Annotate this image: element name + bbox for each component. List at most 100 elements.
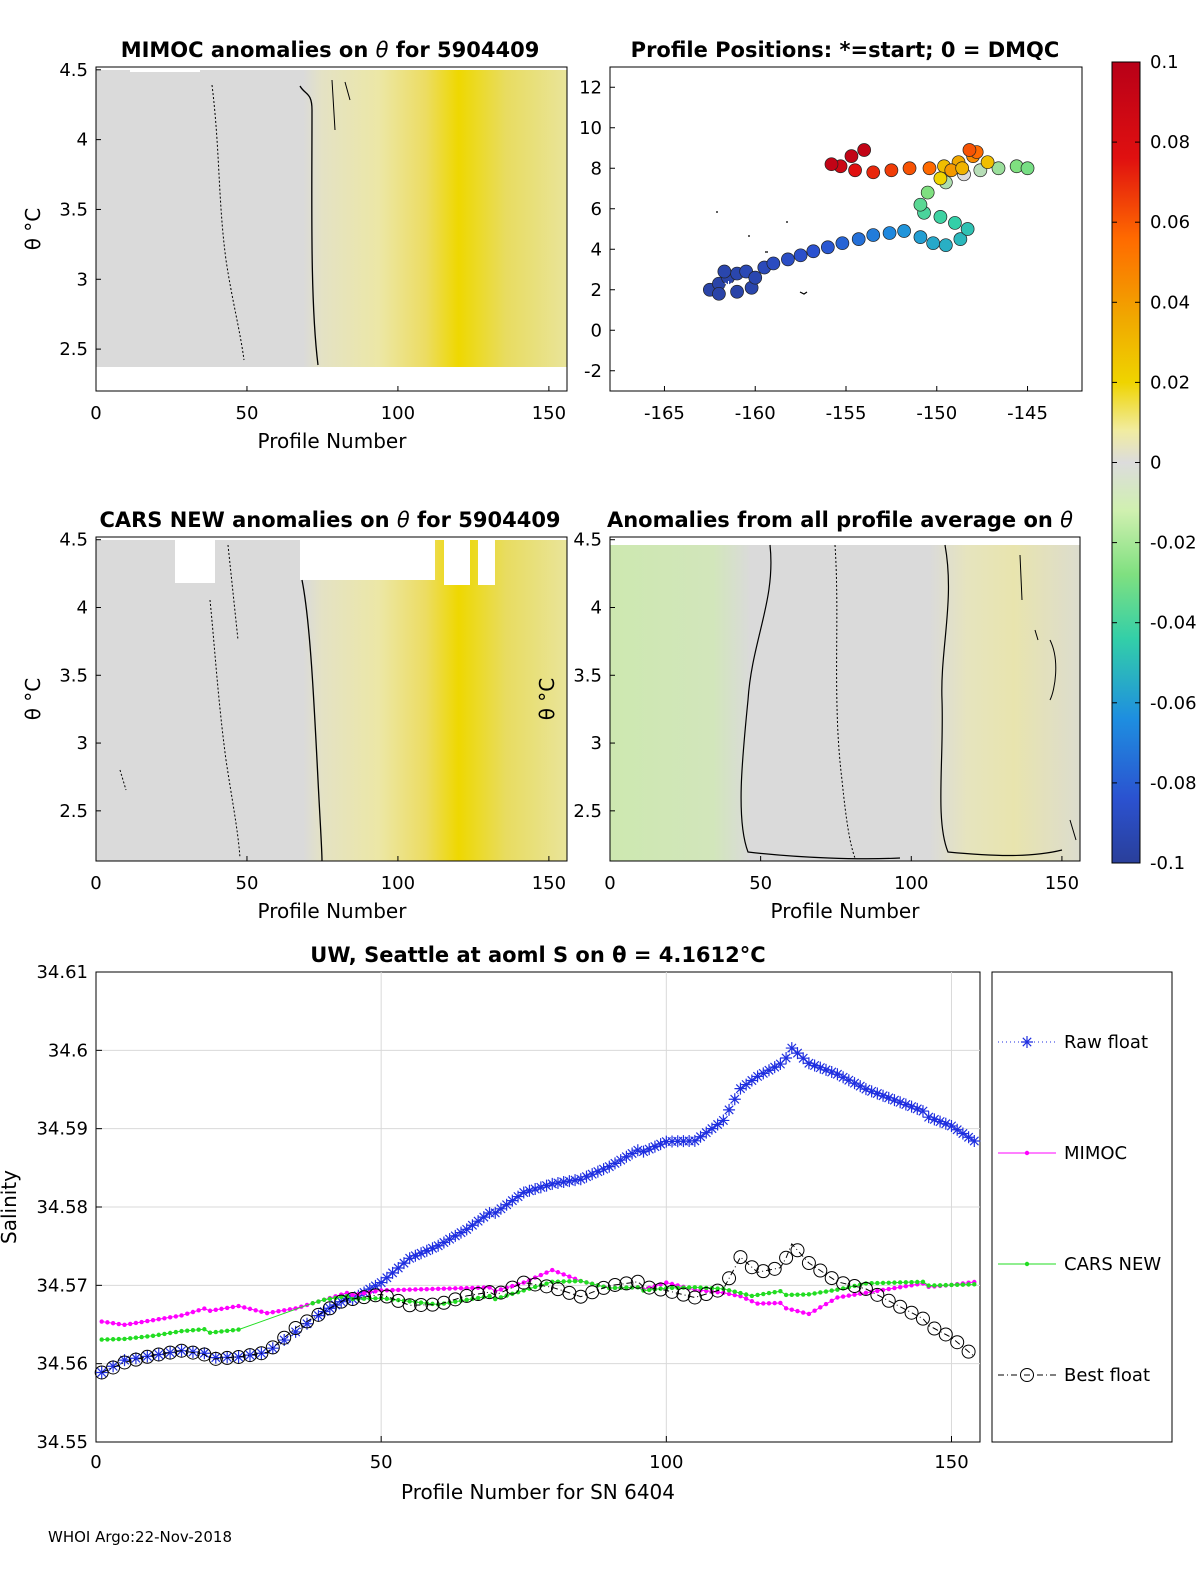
cars-new-point: [475, 1295, 481, 1301]
mimoc-point: [259, 1309, 264, 1314]
raw-float-point: [825, 1066, 838, 1079]
raw-float-point: [449, 1229, 462, 1242]
best-float-point: [163, 1345, 178, 1360]
best-float-point: [630, 1274, 645, 1289]
mimoc-point: [521, 1280, 526, 1285]
xtick-label: 50: [236, 873, 259, 894]
cars-new-point: [578, 1278, 583, 1284]
raw-float-point: [951, 1123, 964, 1136]
raw-float-point: [905, 1100, 918, 1113]
best-float-point: [642, 1280, 657, 1295]
cars-new-point: [128, 1336, 133, 1341]
cars-new-point: [190, 1327, 196, 1333]
mimoc-point: [435, 1286, 441, 1292]
mimoc-point: [282, 1308, 287, 1313]
raw-float-point: [529, 1183, 542, 1196]
colorbar-ticks: 0.1 0.08 0.06 0.04 0.02 0 -0.02 -0.04 -0.06 -0.08…: [1112, 52, 1197, 874]
cars-new-point: [589, 1281, 595, 1287]
best-float-point: [881, 1293, 896, 1308]
raw-float-point: [888, 1094, 901, 1107]
panel-average-ylabel: θ °C: [535, 678, 559, 721]
average-contour-1: [740, 544, 901, 860]
series-mimoc-line: [101, 1269, 975, 1326]
cars-new-point: [920, 1279, 926, 1285]
raw-float-point: [489, 1206, 502, 1219]
ytick-label: 3.5: [573, 665, 602, 686]
best-float-point: [368, 1288, 383, 1303]
raw-float-point: [922, 1111, 935, 1124]
cars-new-point: [139, 1334, 144, 1340]
raw-float-point: [107, 1360, 120, 1373]
average-anomaly-field: [610, 537, 1080, 861]
xtick-label: 150: [934, 1452, 968, 1473]
raw-float-point: [854, 1080, 867, 1093]
raw-float-point: [700, 1126, 713, 1139]
cars-new-point: [550, 1279, 555, 1285]
panel-mimoc-anomalies: MIMOC anomalies on θ for 5904409 2.5 3 3.5…: [21, 38, 568, 453]
cars-new-point: [150, 1333, 156, 1339]
panel-average-frame: [609, 536, 1081, 862]
mimoc-point: [401, 1287, 407, 1292]
mimoc-point: [133, 1320, 139, 1326]
cars-new-point: [812, 1291, 817, 1296]
raw-float-point: [243, 1349, 256, 1362]
profile-position-point: [948, 216, 962, 230]
colorbar-tick-label: 0.08: [1150, 132, 1190, 153]
best-float-point: [185, 1345, 200, 1360]
raw-float-point: [745, 1074, 758, 1087]
cars-new-point: [316, 1299, 321, 1304]
raw-float-point: [546, 1177, 559, 1190]
mimoc-point: [783, 1306, 789, 1311]
legend-label: Best float: [1064, 1365, 1150, 1386]
cars-new-point: [145, 1334, 150, 1339]
cars-new-point: [732, 1289, 737, 1294]
raw-float-point: [186, 1345, 199, 1358]
raw-float-point: [409, 1249, 422, 1262]
raw-float-point: [814, 1061, 827, 1074]
best-float-point: [117, 1355, 132, 1370]
best-float-point: [790, 1243, 805, 1258]
profile-position-point: [806, 244, 821, 259]
cars-new-point: [869, 1281, 874, 1286]
raw-float-point: [894, 1096, 907, 1109]
average-contour-2: [940, 544, 1063, 857]
best-float-point: [813, 1263, 828, 1278]
best-float-point: [459, 1288, 474, 1303]
cars-new-point: [515, 1289, 521, 1295]
raw-float-point: [386, 1266, 399, 1279]
panel-positions-title: Profile Positions: *=start; 0 = DMQC: [631, 38, 1060, 62]
cars-new-point: [783, 1292, 789, 1298]
mimoc-point: [162, 1316, 167, 1321]
mimoc-point: [236, 1303, 241, 1309]
panel-cars-anomalies: CARS NEW anomalies on θ for 5904409 2.5 3…: [21, 508, 568, 923]
profile-position-point: [820, 240, 835, 255]
ytick-label: 34.55: [36, 1432, 88, 1453]
raw-float-point: [477, 1211, 490, 1224]
cars-new-point: [766, 1290, 772, 1296]
best-float-point: [950, 1335, 965, 1350]
raw-float-point: [392, 1262, 405, 1274]
cars-new-point: [954, 1282, 960, 1288]
salinity-chart: UW, Seattle at aoml S on θ = 4.1612°C 0 5…: [0, 943, 1173, 1504]
raw-float-point: [620, 1150, 633, 1163]
ytick-label: 2.5: [59, 339, 88, 360]
mimoc-contour-zero: [299, 85, 319, 366]
cars-new-point: [903, 1280, 909, 1285]
colorbar: 0.1 0.08 0.06 0.04 0.02 0 -0.02 -0.04 -0.06 -0.08…: [1111, 52, 1197, 874]
raw-float-point: [500, 1198, 513, 1211]
ytick-label: 10: [579, 118, 602, 139]
profile-position-point: [866, 165, 881, 180]
salinity-grid: [96, 972, 980, 1442]
ytick-label: 2.5: [573, 801, 602, 822]
panel-average-xlabel: Profile Number: [771, 899, 921, 923]
mimoc-point: [150, 1317, 156, 1323]
raw-float-point: [118, 1354, 131, 1367]
best-float-point: [779, 1250, 794, 1265]
raw-float-point: [711, 1118, 724, 1131]
mimoc-point: [264, 1310, 270, 1316]
cars-new-point: [321, 1297, 327, 1303]
xtick-label: -165: [644, 403, 685, 424]
raw-float-point: [523, 1184, 536, 1197]
cars-new-point: [116, 1336, 122, 1342]
raw-float-point: [911, 1102, 924, 1115]
